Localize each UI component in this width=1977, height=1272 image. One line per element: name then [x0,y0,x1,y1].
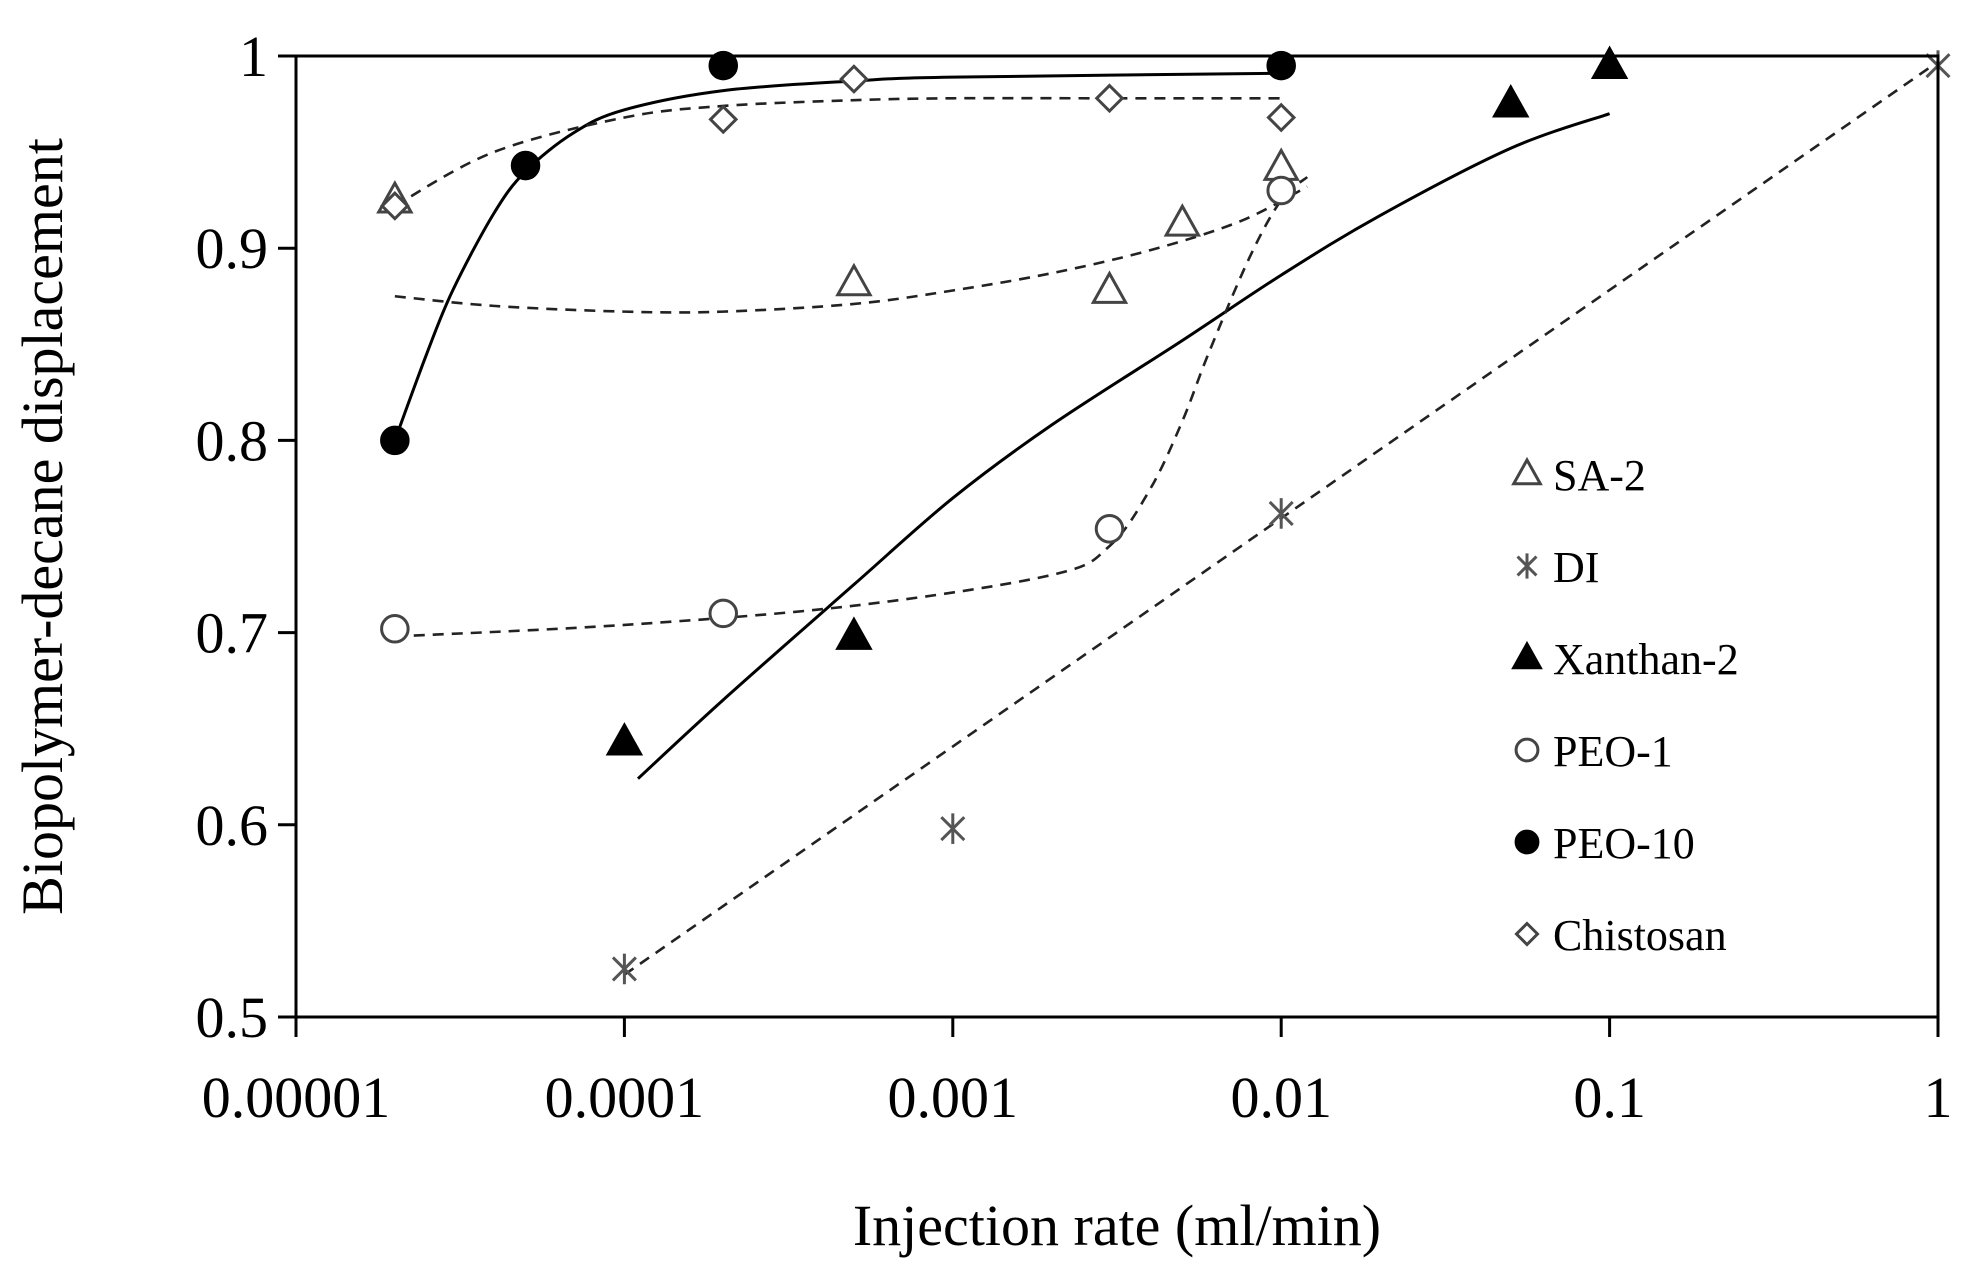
legend-label: PEO-1 [1553,727,1673,776]
trend-line-peo-10 [393,71,1282,441]
data-markers [376,45,1951,985]
legend-label: Chistosan [1553,911,1727,960]
data-point-chistosan [839,64,869,94]
y-tick-label: 0.5 [196,985,269,1050]
data-point-sa-2 [835,262,873,297]
data-point-xanthan-2 [1492,83,1530,118]
data-point-chistosan [1266,102,1297,133]
legend-item-chistosan: Chistosan [1514,911,1727,960]
trend-line-chistosan [394,96,1282,208]
legend-label: DI [1553,543,1599,592]
data-point-peo-10 [708,50,739,81]
data-point-peo-1 [1094,514,1125,544]
legend-marker-peo-1 [1514,737,1540,763]
data-point-chistosan [1094,83,1125,114]
legend-marker-chistosan [1514,921,1540,947]
y-tick-label: 0.9 [196,216,269,281]
data-point-xanthan-2 [1590,45,1629,80]
data-point-peo-1 [708,598,739,629]
data-point-chistosan [379,191,410,221]
data-point-peo-10 [1266,50,1296,81]
legend-item-xanthan-2: Xanthan-2 [1511,635,1739,684]
data-point-di [940,813,966,844]
data-point-peo-10 [510,150,541,181]
legend-label: Xanthan-2 [1553,635,1739,684]
data-point-sa-2 [1090,270,1129,304]
legend: SA-2 DI Xanthan-2 PEO-1 PEO-10 Chistosan [1511,451,1739,960]
x-tick-label: 1 [1924,1065,1953,1130]
x-axis-title: Injection rate (ml/min) [853,1193,1381,1258]
x-tick-label: 0.1 [1573,1065,1646,1130]
legend-label: SA-2 [1553,451,1646,500]
legend-label: PEO-10 [1553,819,1695,868]
data-point-xanthan-2 [835,616,873,650]
legend-marker-di [1516,553,1538,579]
legend-item-peo-10: PEO-10 [1514,819,1695,868]
x-axis: 0.00001 0.0001 0.001 0.01 0.1 1 [202,1017,1953,1130]
y-tick-label: 0.7 [196,601,269,666]
trend-line-xanthan-2 [636,112,1611,780]
legend-marker-sa-2 [1511,456,1543,486]
y-axis-title: Biopolymer-decane displacement [10,138,75,915]
y-tick-label: 1 [239,24,268,89]
trend-lines [393,60,1939,976]
data-point-peo-1 [380,613,410,644]
data-point-peo-10 [380,425,410,456]
legend-item-di: DI [1516,543,1599,592]
data-point-xanthan-2 [605,722,644,756]
y-tick-label: 0.6 [196,793,269,858]
data-point-sa-2 [1163,203,1202,237]
data-point-chistosan [708,104,739,135]
plot-area-frame [294,54,1940,1019]
trend-line-peo-1 [394,176,1309,638]
data-point-peo-1 [1266,175,1296,206]
legend-item-peo-1: PEO-1 [1514,727,1673,776]
y-axis: 0.5 0.6 0.7 0.8 0.9 1 [196,24,296,1050]
legend-item-sa-2: SA-2 [1511,451,1646,500]
data-point-sa-2 [1262,147,1300,181]
x-tick-label: 0.001 [888,1065,1019,1130]
trend-line-sa-2 [394,185,1308,314]
data-point-di [611,953,637,985]
legend-marker-peo-10 [1514,829,1540,855]
x-tick-label: 0.0001 [545,1065,705,1130]
data-point-di [1268,498,1294,529]
legend-marker-xanthan-2 [1511,640,1543,670]
y-tick-label: 0.8 [196,408,269,473]
x-tick-label: 0.00001 [202,1065,391,1130]
x-tick-label: 0.01 [1230,1065,1332,1130]
